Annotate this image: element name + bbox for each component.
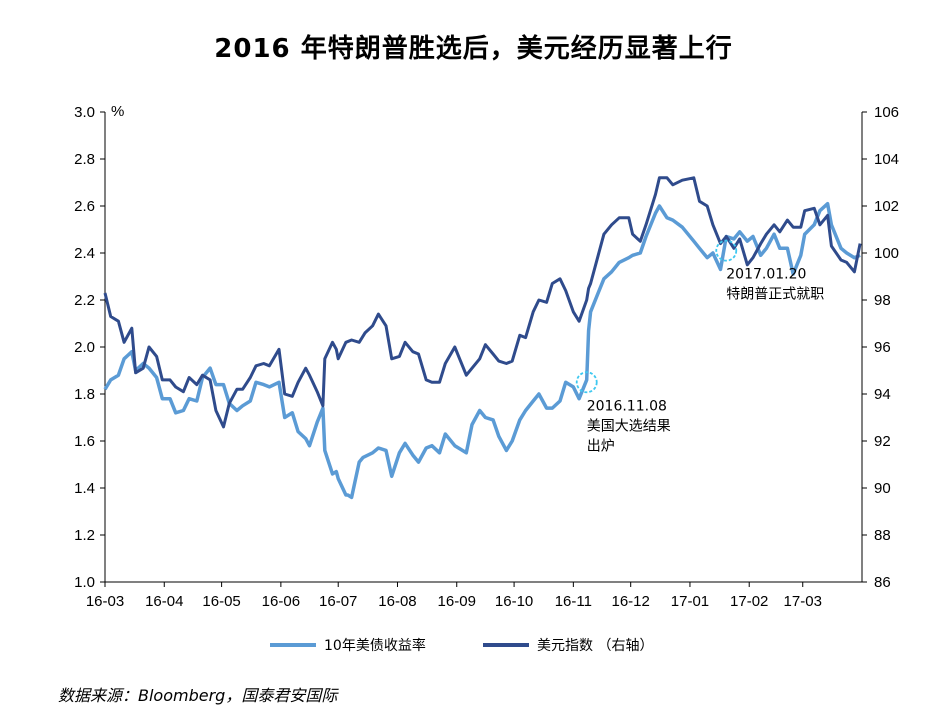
annotation-label: 特朗普正式就职 (726, 287, 824, 303)
x-tick-label: 17-02 (730, 593, 768, 610)
legend-label-yield: 10年美债收益率 (324, 637, 426, 654)
x-tick-label: 16-12 (612, 593, 650, 610)
annotation-label: 2017.01.20 (726, 267, 806, 283)
right-tick-label: 102 (874, 198, 899, 215)
legend: 10年美债收益率 美元指数 （右轴） (270, 637, 653, 654)
right-tick-label: 104 (874, 151, 899, 168)
right-tick-label: 96 (874, 339, 891, 356)
left-tick-label: 2.2 (74, 292, 95, 309)
left-axis-unit: % (111, 103, 124, 120)
legend-label-dollar-index: 美元指数 （右轴） (537, 638, 653, 654)
right-tick-label: 86 (874, 574, 891, 591)
x-tick-label: 17-01 (671, 593, 709, 610)
series-lines (103, 176, 862, 500)
left-tick-label: 1.4 (74, 480, 95, 497)
right-tick-label: 94 (874, 386, 891, 403)
x-tick-label: 16-06 (262, 593, 300, 610)
x-tick-label: 16-08 (378, 593, 416, 610)
left-tick-label: 1.6 (74, 433, 95, 450)
left-tick-label: 2.4 (74, 245, 95, 262)
x-tick-label: 16-05 (202, 593, 240, 610)
right-tick-label: 106 (874, 104, 899, 121)
left-tick-label: 2.0 (74, 339, 95, 356)
x-tick-label: 16-10 (495, 593, 533, 610)
right-tick-label: 100 (874, 245, 899, 262)
annotation-label: 出炉 (587, 438, 615, 454)
annotation-label: 2016.11.08 (587, 398, 667, 414)
x-tick-label: 16-07 (319, 593, 357, 610)
annotation-marker-circle (715, 239, 738, 262)
x-tick-label: 16-04 (145, 593, 183, 610)
left-tick-label: 1.0 (74, 574, 95, 591)
right-tick-label: 92 (874, 433, 891, 450)
chart-title: 2016 年特朗普胜选后，美元经历显著上行 (214, 34, 733, 64)
left-tick-label: 1.2 (74, 527, 95, 544)
x-tick-label: 16-11 (555, 593, 592, 610)
source-note: 数据来源：Bloomberg，国泰君安国际 (58, 686, 338, 705)
left-tick-label: 3.0 (74, 104, 95, 121)
x-tick-label: 16-03 (86, 593, 124, 610)
x-tick-label: 16-09 (438, 593, 476, 610)
axes: 1.0 1.2 1.4 1.6 1.8 2.0 2.2 2.4 2.6 2.8 3.0 % 86 88 90… (74, 103, 899, 610)
left-tick-label: 2.6 (74, 198, 95, 215)
left-tick-label: 2.8 (74, 151, 95, 168)
series-line-dollar-index (103, 176, 862, 429)
right-tick-label: 98 (874, 292, 891, 309)
annotation-marker-circle (575, 371, 598, 394)
right-tick-label: 88 (874, 527, 891, 544)
x-tick-label: 17-03 (784, 593, 822, 610)
annotation-label: 美国大选结果 (587, 418, 671, 434)
series-line-yield (103, 201, 861, 500)
left-tick-label: 1.8 (74, 386, 95, 403)
right-tick-label: 90 (874, 480, 891, 497)
